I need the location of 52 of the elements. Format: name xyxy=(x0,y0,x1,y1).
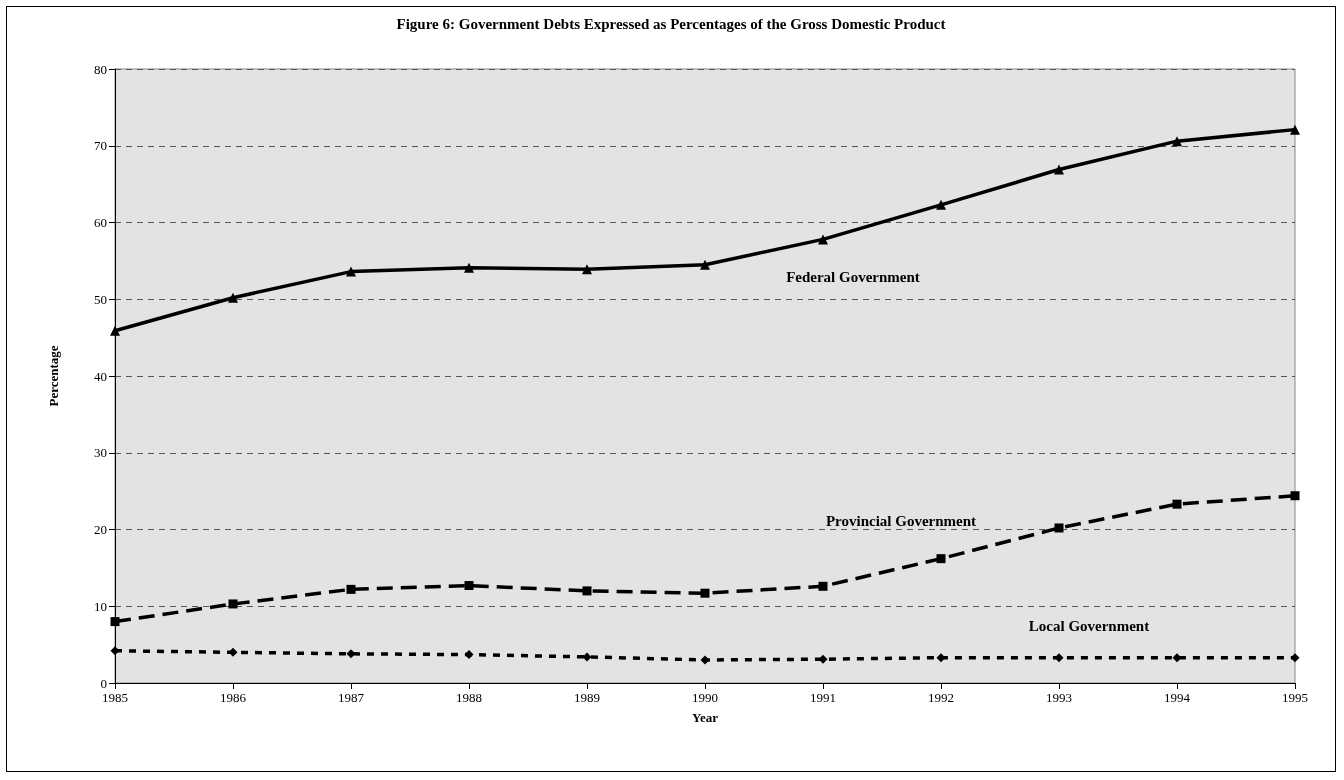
y-tick-label: 20 xyxy=(94,522,107,537)
x-tick-label: 1987 xyxy=(338,690,365,705)
point xyxy=(700,588,710,598)
y-tick-label: 0 xyxy=(100,675,107,691)
point xyxy=(582,652,592,662)
point xyxy=(818,581,828,591)
point xyxy=(228,599,238,609)
point xyxy=(110,325,120,336)
x-tick-label: 1986 xyxy=(220,690,247,705)
point xyxy=(1172,136,1182,147)
x-tick-label: 1993 xyxy=(1046,690,1072,705)
point xyxy=(582,586,592,596)
point xyxy=(700,655,710,665)
point xyxy=(346,584,356,594)
x-tick-label: 1989 xyxy=(574,690,600,705)
y-tick-label: 10 xyxy=(94,598,107,614)
point xyxy=(1290,491,1300,501)
point xyxy=(936,554,946,564)
point xyxy=(228,292,238,303)
y-tick-label: 50 xyxy=(94,291,107,307)
point xyxy=(936,199,946,210)
point xyxy=(1054,523,1064,533)
point xyxy=(1172,499,1182,509)
x-tick-label: 1991 xyxy=(810,690,836,705)
point xyxy=(818,234,828,245)
point xyxy=(700,259,710,270)
point xyxy=(464,262,474,273)
x-axis-title: Year xyxy=(692,710,719,725)
point xyxy=(346,266,356,277)
x-tick-label: 1992 xyxy=(928,690,954,705)
point xyxy=(1290,653,1300,663)
point xyxy=(110,617,120,627)
x-tick-label: 1988 xyxy=(456,690,482,705)
point xyxy=(464,581,474,591)
point xyxy=(1054,164,1064,175)
y-tick-label: 60 xyxy=(94,215,107,230)
series-label: Provincial Government xyxy=(825,512,977,529)
x-tick-label: 1990 xyxy=(692,690,718,705)
point xyxy=(464,650,474,660)
y-tick-label: 70 xyxy=(94,138,107,154)
x-tick-label: 1995 xyxy=(1282,690,1308,705)
y-tick-label: 40 xyxy=(94,368,107,384)
y-tick-label: 80 xyxy=(94,61,107,77)
point xyxy=(582,264,592,275)
y-axis-title: Percentage xyxy=(46,345,61,407)
x-tick-label: 1994 xyxy=(1164,690,1191,705)
x-tick-label: 1985 xyxy=(102,690,128,705)
series-label: Local Government xyxy=(1028,617,1150,634)
series-label: Federal Government xyxy=(786,269,920,286)
y-tick-label: 30 xyxy=(94,445,107,461)
chart-title: Figure 6: Government Debts Expressed as Percentages of the Gross Domestic Product xyxy=(396,15,946,32)
point xyxy=(1290,124,1300,135)
